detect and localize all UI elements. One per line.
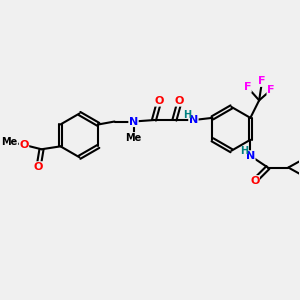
Text: O: O (34, 162, 43, 172)
Text: H: H (240, 146, 248, 156)
Text: N: N (189, 115, 198, 125)
Text: F: F (244, 82, 251, 92)
Text: H: H (183, 110, 191, 120)
Text: O: O (19, 140, 29, 150)
Text: O: O (154, 96, 164, 106)
Text: Me: Me (1, 137, 17, 147)
Text: Me: Me (125, 133, 142, 142)
Text: F: F (267, 85, 274, 95)
Text: O: O (175, 96, 184, 106)
Text: F: F (258, 76, 266, 86)
Text: N: N (246, 151, 255, 161)
Text: O: O (250, 176, 260, 186)
Text: N: N (129, 116, 138, 127)
